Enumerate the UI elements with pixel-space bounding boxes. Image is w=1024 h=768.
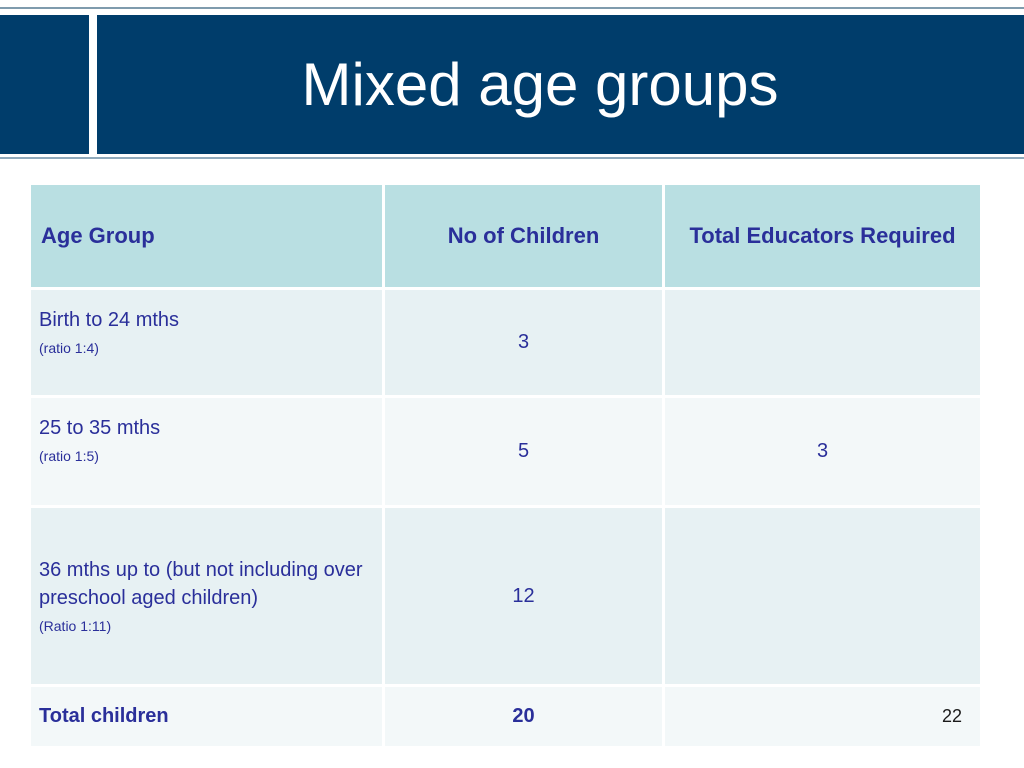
header-bottom-rule — [0, 157, 1024, 159]
table-row: 25 to 35 mths (ratio 1:5) 5 3 — [28, 395, 983, 508]
top-rule — [0, 7, 1024, 9]
header-band — [0, 15, 1024, 154]
age-group-label: 25 to 35 mths — [39, 417, 161, 439]
age-group-cell: Birth to 24 mths (ratio 1:4) — [28, 287, 385, 398]
header-age-group: Age Group — [28, 182, 385, 290]
header-total-educators: Total Educators Required — [662, 182, 983, 290]
total-children-count: 20 — [382, 684, 665, 749]
age-group-label: Birth to 24 mths — [39, 309, 180, 331]
age-group-table: Age Group No of Children Total Educators… — [28, 182, 983, 749]
children-count-cell: 12 — [382, 505, 665, 687]
educators-cell — [662, 287, 983, 398]
children-count-cell: 5 — [382, 395, 665, 508]
slide-title: Mixed age groups — [301, 51, 779, 118]
children-count-cell: 3 — [382, 287, 665, 398]
total-educators-cell — [662, 684, 983, 749]
header-no-of-children: No of Children — [382, 182, 665, 290]
page-number: 22 — [941, 706, 962, 726]
ratio-label: (ratio 1:5) — [39, 448, 99, 464]
header-divider — [89, 15, 97, 154]
table-total-row: Total children 20 — [28, 684, 983, 749]
total-children-label: Total children — [28, 684, 385, 749]
table-row: Birth to 24 mths (ratio 1:4) 3 — [28, 287, 983, 398]
age-group-cell: 25 to 35 mths (ratio 1:5) — [28, 395, 385, 508]
table-header-row: Age Group No of Children Total Educators… — [28, 182, 983, 290]
age-group-cell: 36 mths up to (but not including over pr… — [28, 505, 385, 687]
ratio-label: (Ratio 1:11) — [39, 618, 112, 634]
age-group-label: 36 mths up to (but not including over pr… — [39, 559, 363, 609]
table-row: 36 mths up to (but not including over pr… — [28, 505, 983, 687]
educators-cell: 3 — [662, 395, 983, 508]
ratio-label: (ratio 1:4) — [39, 340, 99, 356]
educators-cell — [662, 505, 983, 687]
